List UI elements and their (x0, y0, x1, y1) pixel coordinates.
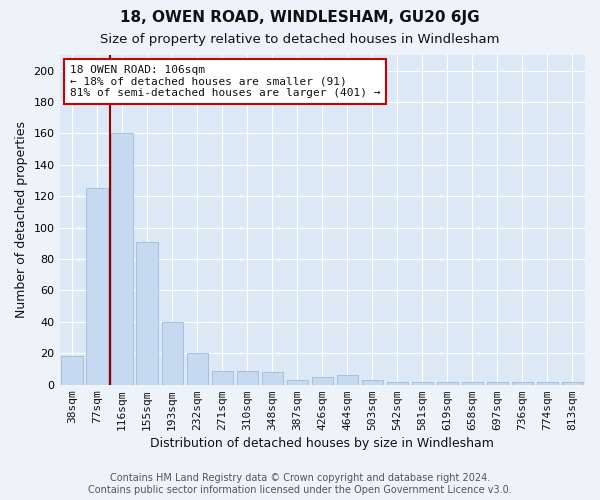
Bar (362, 380, 383, 384)
Bar (61, 356, 83, 384)
Bar (562, 382, 583, 384)
Bar (437, 382, 458, 384)
Text: Size of property relative to detached houses in Windlesham: Size of property relative to detached ho… (100, 32, 500, 46)
Bar (487, 382, 508, 384)
Y-axis label: Number of detached properties: Number of detached properties (15, 122, 28, 318)
Bar (212, 370, 233, 384)
Bar (262, 372, 283, 384)
Bar (112, 134, 133, 384)
Text: 18 OWEN ROAD: 106sqm
← 18% of detached houses are smaller (91)
81% of semi-detac: 18 OWEN ROAD: 106sqm ← 18% of detached h… (70, 65, 380, 98)
Bar (187, 354, 208, 384)
Text: 18, OWEN ROAD, WINDLESHAM, GU20 6JG: 18, OWEN ROAD, WINDLESHAM, GU20 6JG (120, 10, 480, 25)
Bar (537, 382, 558, 384)
Text: Contains HM Land Registry data © Crown copyright and database right 2024.
Contai: Contains HM Land Registry data © Crown c… (88, 474, 512, 495)
Bar (136, 242, 158, 384)
Bar (412, 382, 433, 384)
Bar (287, 380, 308, 384)
Bar (86, 188, 108, 384)
Bar (387, 382, 408, 384)
Bar (161, 322, 183, 384)
Bar (236, 370, 258, 384)
Bar (462, 382, 483, 384)
Bar (512, 382, 533, 384)
Bar (311, 377, 333, 384)
X-axis label: Distribution of detached houses by size in Windlesham: Distribution of detached houses by size … (151, 437, 494, 450)
Bar (337, 376, 358, 384)
